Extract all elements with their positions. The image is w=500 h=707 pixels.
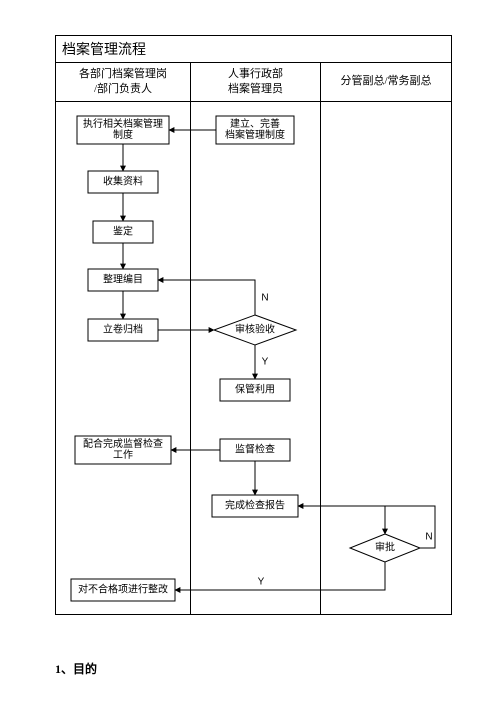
swimlane-header-lane3: 分管副总/常务副总 — [320, 62, 452, 102]
swimlane-body-lane2 — [190, 102, 320, 615]
swimlane-header-lane2: 人事行政部 档案管理员 — [190, 62, 320, 102]
diagram-title: 档案管理流程 — [55, 35, 452, 63]
swimlane-body-lane3 — [320, 102, 452, 615]
swimlane-body-lane1 — [55, 102, 190, 615]
swimlane-header-lane1: 各部门档案管理岗 /部门负责人 — [55, 62, 190, 102]
footer-section-heading: 1、目的 — [55, 660, 97, 677]
page: 档案管理流程 执行相关档案管理制度建立、完善档案管理制度收集资料鉴定整理编目立卷… — [0, 0, 500, 707]
